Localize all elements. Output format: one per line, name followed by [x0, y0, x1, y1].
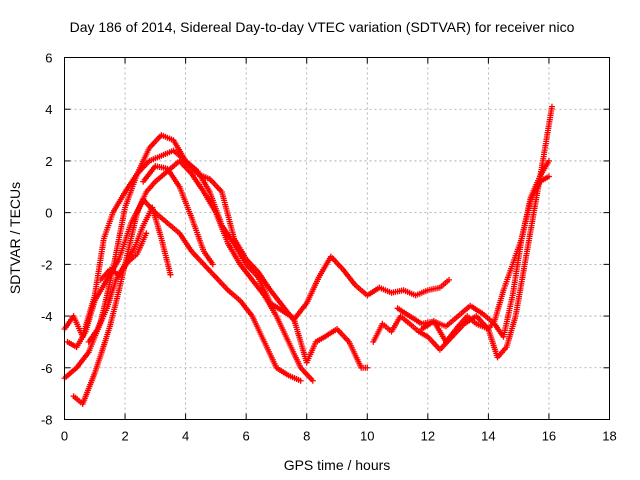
x-axis-label: GPS time / hours [284, 457, 391, 473]
tick-labels: 0 2 4 6 8 10 12 14 16 18 -8 -6 -4 -2 0 2 4 6 [41, 51, 617, 444]
y-tick-label: 2 [45, 154, 52, 169]
x-tick-label: 4 [182, 429, 189, 444]
y-tick-label: 4 [45, 102, 52, 117]
y-tick-label: -2 [41, 257, 53, 272]
plot-frame [64, 57, 610, 420]
series-track-6 [97, 230, 150, 283]
chart-title: Day 186 of 2014, Sidereal Day-to-day VTE… [70, 19, 575, 35]
x-tick-label: 14 [481, 429, 495, 444]
y-tick-label: -8 [41, 413, 53, 428]
x-tick-label: 18 [602, 429, 616, 444]
series-track-10 [418, 173, 552, 345]
y-tick-label: 6 [45, 51, 52, 66]
x-tick-label: 16 [542, 429, 556, 444]
y-tick-label: -6 [41, 361, 53, 376]
x-tick-label: 12 [421, 429, 435, 444]
y-tick-label: 0 [45, 206, 52, 221]
x-tick-label: 6 [243, 429, 250, 444]
x-tick-label: 8 [303, 429, 310, 444]
x-tick-label: 0 [61, 429, 68, 444]
x-tick-label: 2 [121, 429, 128, 444]
series-track-5 [85, 204, 174, 345]
series-track-3 [70, 157, 316, 407]
y-axis-label: SDTVAR / TECUs [7, 182, 23, 294]
y-tick-label: -4 [41, 309, 53, 324]
data-series [61, 103, 555, 407]
series-track-8 [370, 103, 555, 361]
x-tick-label: 10 [360, 429, 374, 444]
series-track-7 [140, 163, 216, 268]
